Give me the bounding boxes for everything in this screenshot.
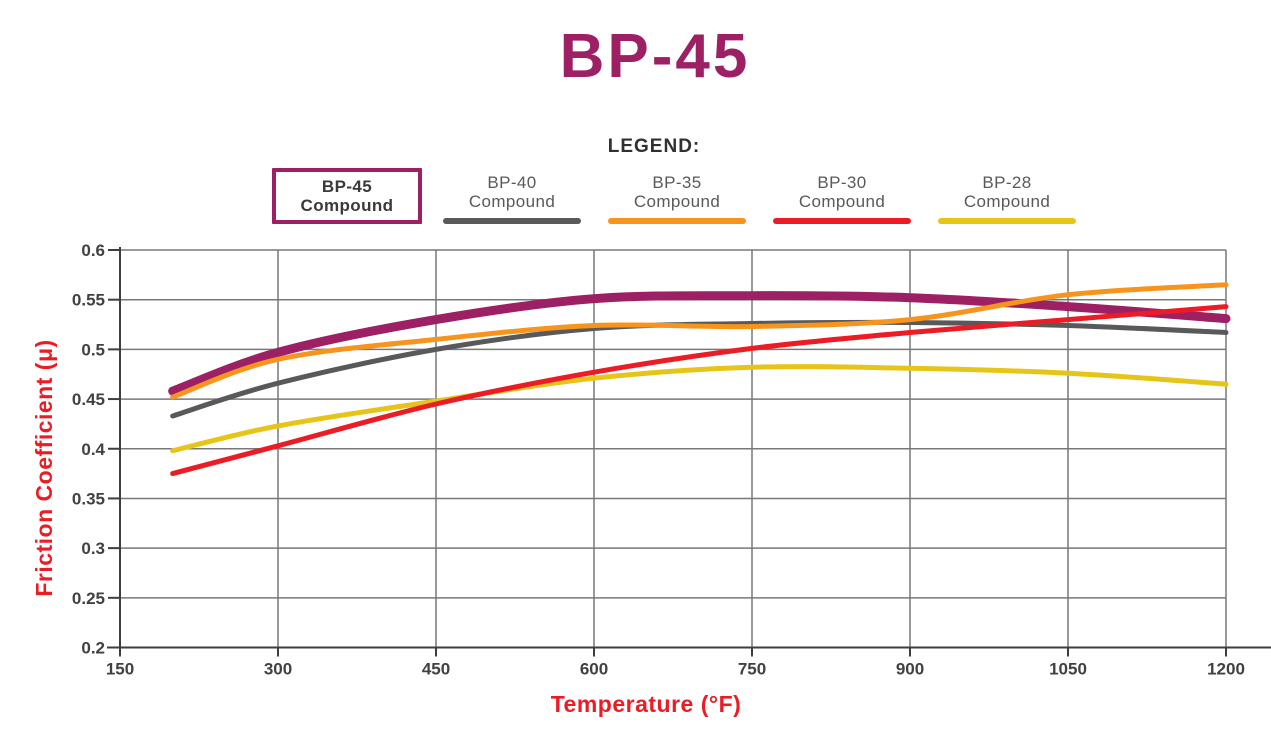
- series-line-bp-35-compound: [170, 282, 1229, 400]
- legend-item-bp30: BP-30 Compound: [767, 173, 917, 224]
- chart-legend: BP-45 Compound BP-40 Compound BP-35 Comp…: [272, 168, 1082, 224]
- x-tick-label: 600: [580, 660, 608, 679]
- legend-item-bp45: BP-45 Compound: [272, 168, 422, 224]
- x-tick-label: 150: [106, 660, 134, 679]
- legend-label: BP-40: [487, 173, 537, 192]
- y-axis-title: Friction Coefficient (μ): [31, 339, 57, 597]
- y-tick-label: 0.6: [81, 241, 105, 260]
- legend-title: LEGEND:: [607, 136, 701, 157]
- legend-item-bp28: BP-28 Compound: [932, 173, 1082, 224]
- legend-color-bar: [938, 218, 1076, 224]
- legend-label: Compound: [633, 192, 721, 211]
- legend-color-bar: [443, 218, 581, 224]
- legend-color-bar: [608, 218, 746, 224]
- legend-label: BP-35: [652, 173, 702, 192]
- legend-label: Compound: [963, 192, 1051, 211]
- y-tick-label: 0.5: [81, 340, 105, 359]
- x-tick-label: 900: [896, 660, 924, 679]
- legend-item-bp35: BP-35 Compound: [602, 173, 752, 224]
- y-tick-label: 0.3: [81, 539, 105, 558]
- y-tick-label: 0.2: [81, 639, 105, 658]
- legend-selected-box: BP-45 Compound: [272, 168, 422, 224]
- legend-color-bar: [773, 218, 911, 224]
- x-tick-label: 1200: [1207, 660, 1245, 679]
- series-line-bp-45-compound: [168, 291, 1231, 396]
- x-axis-title: Temperature (°F): [550, 691, 742, 717]
- x-tick-label: 450: [422, 660, 450, 679]
- legend-label: Compound: [300, 196, 394, 215]
- series-line-bp-28-compound: [170, 364, 1229, 454]
- y-tick-label: 0.45: [72, 390, 105, 409]
- x-tick-label: 1050: [1049, 660, 1087, 679]
- y-tick-label: 0.55: [72, 291, 105, 310]
- legend-label: Compound: [798, 192, 886, 211]
- legend-label: BP-28: [982, 173, 1032, 192]
- legend-label: BP-45: [321, 177, 373, 196]
- y-tick-label: 0.4: [81, 440, 105, 459]
- y-tick-label: 0.35: [72, 489, 105, 508]
- legend-label: BP-30: [817, 173, 867, 192]
- legend-label: Compound: [468, 192, 556, 211]
- page-title: BP-45: [559, 22, 751, 91]
- x-tick-label: 300: [264, 660, 292, 679]
- legend-item-bp40: BP-40 Compound: [437, 173, 587, 224]
- y-tick-label: 0.25: [72, 589, 105, 608]
- x-tick-label: 750: [738, 660, 766, 679]
- series-line-bp-30-compound: [170, 304, 1229, 477]
